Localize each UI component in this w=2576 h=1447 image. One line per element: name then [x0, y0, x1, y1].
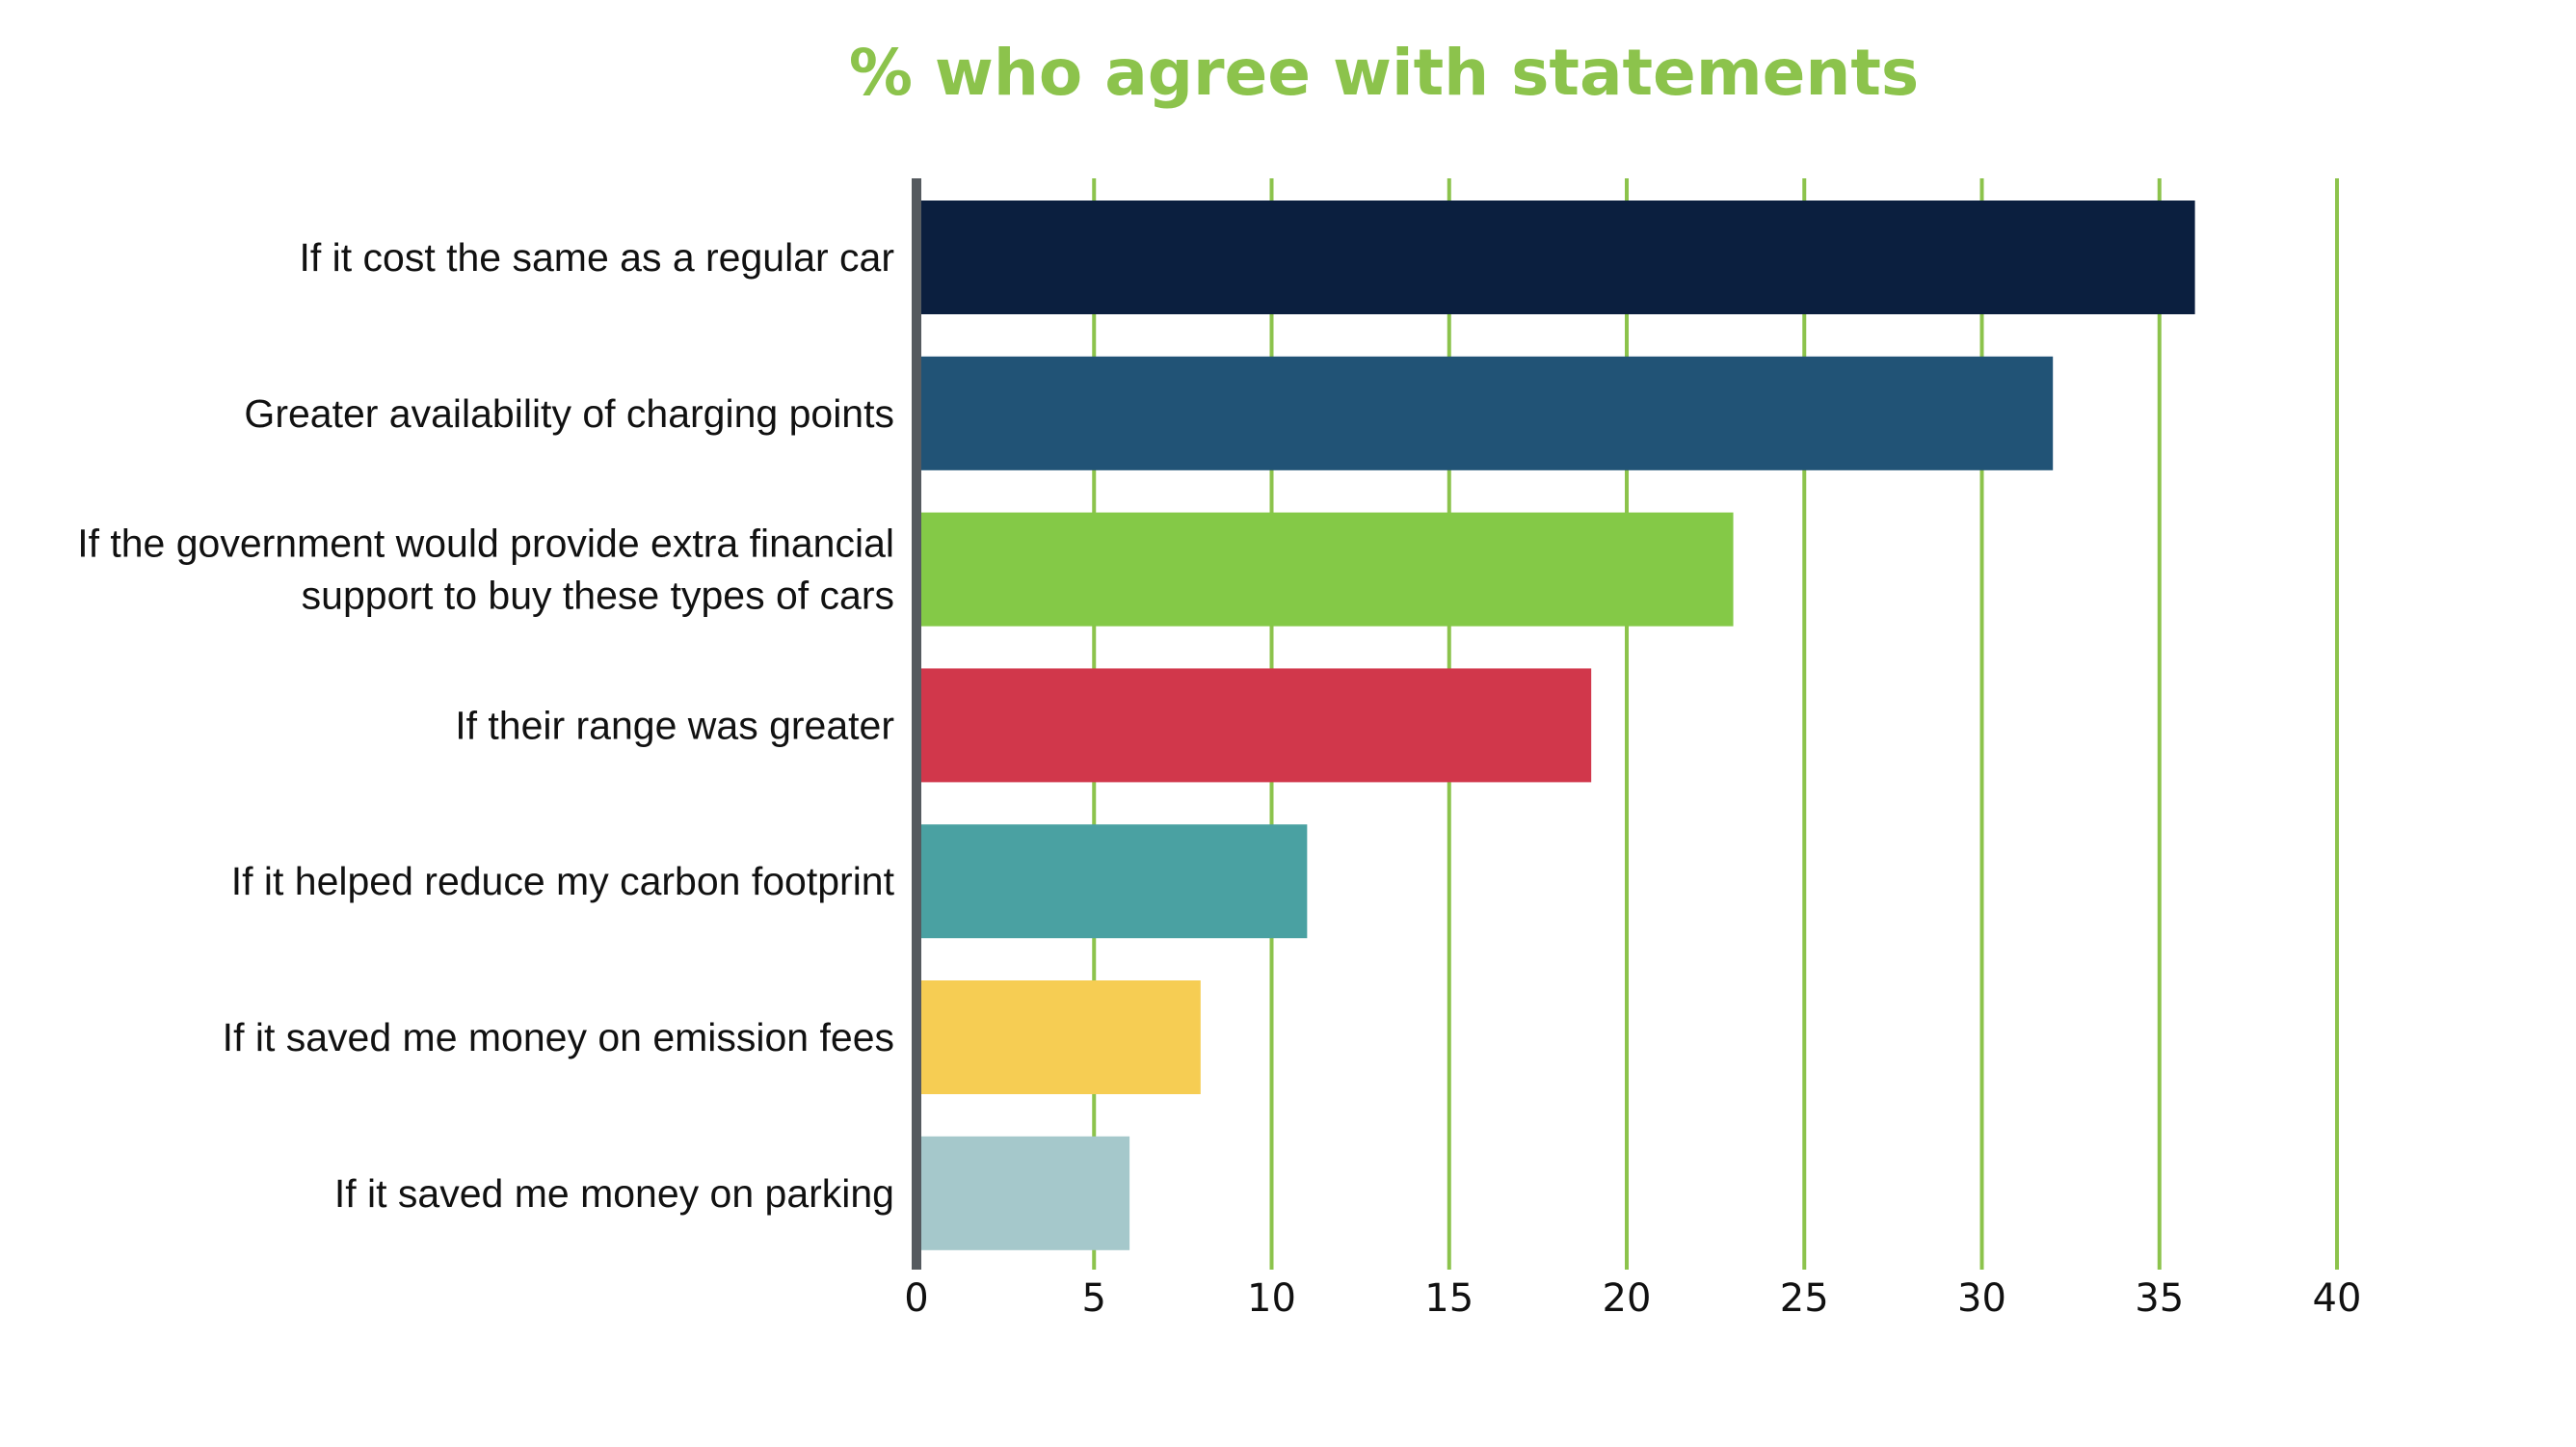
category-label: If their range was greater: [455, 703, 894, 747]
x-tick-label: 40: [2313, 1276, 2362, 1321]
x-tick-label: 30: [1957, 1276, 2006, 1321]
bar: [921, 201, 2195, 314]
category-label: If it cost the same as a regular car: [299, 235, 894, 280]
y-axis-line: [912, 178, 921, 1270]
x-tick-label: 25: [1780, 1276, 1829, 1321]
bar: [921, 1136, 1130, 1250]
category-label: If it helped reduce my carbon footprint: [231, 859, 895, 903]
category-label: If the government would provide extra fi…: [77, 522, 894, 566]
category-label: support to buy these types of cars: [302, 574, 894, 618]
x-tick-label: 0: [904, 1276, 928, 1321]
x-tick-label: 10: [1247, 1276, 1296, 1321]
bar: [921, 356, 2054, 470]
x-tick-label: 15: [1424, 1276, 1474, 1321]
x-axis-ticks: 0 5 10 15 20 25 30 35 40: [904, 1276, 2361, 1321]
y-axis: [912, 178, 921, 1270]
category-labels: If it cost the same as a regular car Grea…: [77, 235, 894, 1216]
category-label: Greater availability of charging points: [244, 391, 894, 436]
x-tick-label: 35: [2135, 1276, 2184, 1321]
bars: [921, 201, 2195, 1250]
bar: [921, 824, 1308, 939]
bar: [921, 668, 1592, 783]
category-label: If it saved me money on emission fees: [223, 1015, 894, 1059]
bar: [921, 512, 1734, 627]
chart-title: % who agree with statements: [849, 36, 1919, 110]
x-tick-label: 5: [1082, 1276, 1106, 1321]
x-tick-label: 20: [1603, 1276, 1652, 1321]
category-label: If it saved me money on parking: [334, 1171, 894, 1216]
bar: [921, 980, 1201, 1094]
